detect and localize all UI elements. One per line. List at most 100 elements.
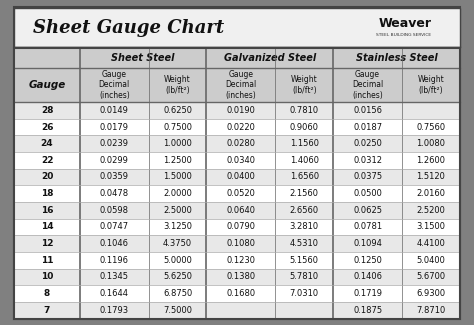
Text: 0.0340: 0.0340 [227, 156, 255, 165]
Text: 0.7810: 0.7810 [290, 106, 319, 115]
Text: 8: 8 [44, 289, 50, 298]
Text: 7: 7 [44, 306, 50, 315]
Text: STEEL BUILDING SERVICE: STEEL BUILDING SERVICE [376, 33, 431, 37]
Text: Weight
(lb/ft²): Weight (lb/ft²) [164, 75, 191, 95]
Text: 26: 26 [41, 123, 53, 132]
Text: 0.0156: 0.0156 [353, 106, 382, 115]
Text: 0.0478: 0.0478 [100, 189, 129, 198]
Bar [14, 102, 460, 119]
Text: 0.0781: 0.0781 [353, 222, 382, 231]
Text: 0.0280: 0.0280 [227, 139, 255, 148]
Text: 0.0598: 0.0598 [100, 206, 129, 215]
Text: 0.7560: 0.7560 [416, 123, 446, 132]
Text: Gauge
Decimal
(inches): Gauge Decimal (inches) [352, 70, 383, 100]
Text: 2.0160: 2.0160 [416, 189, 446, 198]
Bar [14, 302, 460, 318]
Text: 3.1250: 3.1250 [163, 222, 192, 231]
Text: 0.0640: 0.0640 [227, 206, 255, 215]
Text: 0.0747: 0.0747 [100, 222, 129, 231]
Text: 0.7500: 0.7500 [163, 123, 192, 132]
Text: Gauge
Decimal
(inches): Gauge Decimal (inches) [99, 70, 130, 100]
Text: 0.0375: 0.0375 [353, 173, 382, 181]
Text: Sheet Steel: Sheet Steel [111, 53, 175, 63]
Text: 7.0310: 7.0310 [290, 289, 319, 298]
Text: 5.1560: 5.1560 [290, 256, 319, 265]
Text: 0.1250: 0.1250 [353, 256, 382, 265]
Text: 1.2500: 1.2500 [163, 156, 192, 165]
Text: 5.0400: 5.0400 [417, 256, 446, 265]
Text: 12: 12 [41, 239, 53, 248]
Text: Sheet Gauge Chart: Sheet Gauge Chart [33, 19, 224, 37]
Text: 0.0220: 0.0220 [227, 123, 255, 132]
Text: 0.6250: 0.6250 [163, 106, 192, 115]
Text: 5.7810: 5.7810 [290, 272, 319, 281]
Bar [14, 268, 460, 285]
Text: 28: 28 [41, 106, 53, 115]
Text: 0.1380: 0.1380 [227, 272, 255, 281]
Text: 11: 11 [41, 256, 53, 265]
Bar [14, 48, 460, 318]
Text: 16: 16 [41, 206, 53, 215]
Text: Stainless Steel: Stainless Steel [356, 53, 438, 63]
Text: 0.0790: 0.0790 [227, 222, 255, 231]
Text: 0.1080: 0.1080 [227, 239, 255, 248]
Bar [14, 119, 460, 135]
Text: 1.5120: 1.5120 [417, 173, 446, 181]
Text: 2.5000: 2.5000 [163, 206, 192, 215]
Text: 14: 14 [41, 222, 54, 231]
Text: 0.1406: 0.1406 [353, 272, 382, 281]
Text: 3.2810: 3.2810 [290, 222, 319, 231]
Text: 6.9300: 6.9300 [416, 289, 446, 298]
Text: 1.4060: 1.4060 [290, 156, 319, 165]
Text: 0.0250: 0.0250 [353, 139, 382, 148]
Text: 0.0400: 0.0400 [227, 173, 255, 181]
Text: 0.0187: 0.0187 [353, 123, 382, 132]
Bar [14, 252, 460, 268]
Text: 0.0149: 0.0149 [100, 106, 129, 115]
Bar [14, 219, 460, 235]
Text: 2.5200: 2.5200 [417, 206, 446, 215]
Text: 1.1560: 1.1560 [290, 139, 319, 148]
Text: Galvanized Steel: Galvanized Steel [224, 53, 316, 63]
Text: 4.3750: 4.3750 [163, 239, 192, 248]
Text: 0.0359: 0.0359 [100, 173, 129, 181]
Text: 18: 18 [41, 189, 53, 198]
Text: 2.0000: 2.0000 [163, 189, 192, 198]
Bar [14, 285, 460, 302]
Text: 7.5000: 7.5000 [163, 306, 192, 315]
Text: 1.0080: 1.0080 [416, 139, 446, 148]
Bar [14, 235, 460, 252]
Text: 0.1094: 0.1094 [353, 239, 382, 248]
Bar [14, 202, 460, 219]
Text: 3.1500: 3.1500 [416, 222, 446, 231]
Text: 0.1793: 0.1793 [100, 306, 129, 315]
Text: 4.4100: 4.4100 [417, 239, 446, 248]
Text: 4.5310: 4.5310 [290, 239, 319, 248]
Text: 1.0000: 1.0000 [163, 139, 192, 148]
Text: Weight
(lb/ft²): Weight (lb/ft²) [291, 75, 318, 95]
Text: 2.6560: 2.6560 [290, 206, 319, 215]
Text: 5.6700: 5.6700 [416, 272, 446, 281]
Text: 20: 20 [41, 173, 53, 181]
Text: 1.2600: 1.2600 [416, 156, 446, 165]
Text: 0.1644: 0.1644 [100, 289, 129, 298]
Text: 22: 22 [41, 156, 53, 165]
Text: 0.1046: 0.1046 [100, 239, 129, 248]
Text: Weight
(lb/ft²): Weight (lb/ft²) [418, 75, 444, 95]
Text: 10: 10 [41, 272, 53, 281]
Text: 1.5000: 1.5000 [163, 173, 192, 181]
Bar [14, 169, 460, 185]
Text: 5.0000: 5.0000 [163, 256, 192, 265]
Text: 2.1560: 2.1560 [290, 189, 319, 198]
Text: 0.0239: 0.0239 [100, 139, 129, 148]
Text: 0.9060: 0.9060 [290, 123, 319, 132]
Text: 0.0299: 0.0299 [100, 156, 129, 165]
Text: 0.0520: 0.0520 [227, 189, 255, 198]
Text: Gauge
Decimal
(inches): Gauge Decimal (inches) [225, 70, 256, 100]
Text: 0.1875: 0.1875 [353, 306, 382, 315]
Text: 0.0312: 0.0312 [353, 156, 382, 165]
Bar [14, 48, 460, 68]
Text: Weaver: Weaver [378, 17, 431, 30]
Text: 0.0500: 0.0500 [353, 189, 382, 198]
Bar [14, 68, 460, 102]
